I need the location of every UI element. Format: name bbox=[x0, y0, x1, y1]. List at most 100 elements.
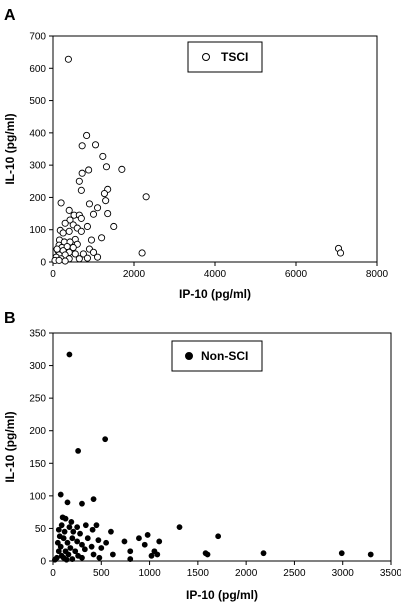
panel-b-x-tick-label-3: 1500 bbox=[187, 568, 210, 579]
panel-b-data-point-3 bbox=[57, 491, 64, 498]
panel-b-x-tick-label-6: 3000 bbox=[332, 568, 355, 579]
panel-a-data-point-15 bbox=[85, 200, 93, 208]
panel-b-data-point-8 bbox=[62, 515, 69, 522]
panel-a-data-point-66 bbox=[336, 249, 345, 257]
panel-a-data-point-62 bbox=[55, 256, 63, 264]
panel-a-data-point-31 bbox=[65, 227, 73, 235]
panel-b-x-tick-label-1: 500 bbox=[93, 568, 110, 579]
panel-b-x-tick-label-0: 0 bbox=[50, 568, 56, 579]
panel-a-data-point-22 bbox=[77, 214, 85, 222]
panel-a-data-point-12 bbox=[100, 190, 108, 198]
panel-b-data-point-34 bbox=[64, 539, 71, 546]
panel-a-data-point-63 bbox=[61, 257, 69, 265]
panel-b-data-point-64 bbox=[96, 554, 103, 561]
panel-a-data-point-13 bbox=[142, 193, 150, 201]
panel-b-data-point-58 bbox=[148, 552, 155, 559]
panel-a-y-axis-label: IL-10 (pg/ml) bbox=[3, 113, 17, 184]
panel-a-data-point-9 bbox=[75, 177, 83, 185]
panel-a-data-point-54 bbox=[138, 249, 146, 257]
panel-b-data-point-19 bbox=[77, 530, 83, 537]
panel-a-data-point-28 bbox=[83, 222, 91, 231]
panel-a-data-point-23 bbox=[66, 216, 74, 224]
panel-a-data-point-0 bbox=[64, 55, 72, 63]
panel-a-data-point-59 bbox=[75, 255, 83, 263]
panel-b-y-tick-label-7: 350 bbox=[29, 329, 46, 340]
panel-b-data-point-50 bbox=[260, 550, 267, 557]
panel-a-y-tick-label-7: 700 bbox=[29, 32, 46, 43]
panel-b-data-point-25 bbox=[121, 538, 128, 545]
panel-b-data-point-2 bbox=[75, 448, 82, 454]
panel-a-y-tick-label-2: 200 bbox=[29, 193, 46, 204]
panel-b-data-point-13 bbox=[82, 522, 89, 529]
panel-b-data-point-6 bbox=[79, 500, 85, 507]
panel-a-x-tick-label-4: 8000 bbox=[366, 269, 389, 280]
panel-b-ticks: 0 500 1000 1500 2000 2500 3000 3500 0 50 100 150 200… bbox=[29, 329, 401, 580]
panel-b-x-tick-label-2: 1000 bbox=[138, 568, 161, 579]
panel-a-data-point-44 bbox=[69, 243, 77, 252]
panel-a-data-point-25 bbox=[61, 219, 69, 227]
panel-b-data-point-4 bbox=[90, 496, 97, 503]
panel-b-data-point-10 bbox=[58, 522, 65, 529]
panel-b-x-tick-label-4: 2000 bbox=[235, 568, 258, 579]
panel-a-data-point-52 bbox=[71, 250, 79, 258]
panel-a-data-point-27 bbox=[110, 222, 118, 231]
panel-a-data-point-1 bbox=[83, 131, 91, 139]
panel-b-data-point-63 bbox=[79, 554, 85, 561]
panel-a-data-point-17 bbox=[94, 204, 102, 212]
panel-b-data-point-0 bbox=[66, 351, 73, 358]
panel-b-legend-marker bbox=[185, 352, 193, 360]
panel-b-data-point-46 bbox=[127, 548, 134, 555]
panel-a-data-point-60 bbox=[83, 254, 91, 262]
panel-b-data-point-41 bbox=[141, 541, 148, 548]
panel-a-data-point-3 bbox=[78, 142, 86, 150]
panel-b-data-point-33 bbox=[54, 539, 61, 546]
panel-b-legend-label: Non-SCI bbox=[201, 349, 248, 363]
panel-b-data-point-15 bbox=[176, 524, 183, 531]
panel-b-data-point-62 bbox=[69, 556, 76, 562]
panel-b: B 0 500 1000 1500 2000 2500 3000 3500 0 50 100 150 2… bbox=[3, 310, 401, 602]
panel-b-x-tick-label-5: 2500 bbox=[283, 568, 306, 579]
panel-b-data-point-59 bbox=[154, 551, 161, 558]
panel-a-letter: A bbox=[4, 7, 16, 24]
panel-a-data-point-49 bbox=[89, 248, 98, 256]
panel-a-x-tick-label-2: 4000 bbox=[204, 269, 227, 280]
panel-b-data-point-17 bbox=[61, 528, 68, 535]
panel-b-y-tick-label-4: 200 bbox=[29, 426, 46, 437]
panel-b-data-point-20 bbox=[89, 526, 96, 533]
panel-a-data-point-7 bbox=[118, 165, 126, 173]
panel-b-data-point-38 bbox=[67, 545, 74, 551]
panel-a-x-tick-label-3: 6000 bbox=[285, 269, 308, 280]
panel-a-legend-marker bbox=[202, 53, 210, 61]
panel-b-y-axis-label: IL-10 (pg/ml) bbox=[3, 411, 17, 482]
panel-b-data-point-32 bbox=[156, 538, 163, 545]
panel-b-data-point-66 bbox=[52, 556, 58, 563]
panel-a-legend-box bbox=[187, 41, 263, 73]
panel-b-y-tick-label-6: 300 bbox=[29, 361, 46, 372]
panel-a-data-point-35 bbox=[87, 236, 96, 244]
panel-b-y-tick-label-2: 100 bbox=[29, 491, 46, 502]
panel-a-y-tick-label-6: 600 bbox=[29, 64, 46, 75]
panel-a-y-tick-label-1: 100 bbox=[29, 225, 46, 236]
panel-b-data-point-12 bbox=[74, 524, 81, 531]
panel-a-y-tick-label-0: 0 bbox=[40, 258, 46, 269]
panel-a-data-point-6 bbox=[85, 166, 93, 174]
panel-a-data-point-11 bbox=[77, 186, 85, 194]
panel-a-data-point-34 bbox=[98, 234, 106, 242]
panel-b-data-point-52 bbox=[367, 551, 374, 558]
panel-a-data-point-16 bbox=[57, 199, 65, 207]
panel-b-points bbox=[52, 351, 374, 563]
panel-a-data-point-53 bbox=[79, 250, 87, 258]
panel-b-data-point-27 bbox=[60, 535, 67, 542]
panel-a-data-point-18 bbox=[65, 206, 73, 214]
panel-b-data-point-21 bbox=[108, 528, 114, 535]
panel-b-data-point-11 bbox=[66, 524, 73, 531]
panel-b-data-point-5 bbox=[64, 499, 71, 506]
panel-a-y-tick-label-4: 400 bbox=[29, 128, 46, 139]
panel-a-legend-label: TSCI bbox=[221, 50, 248, 64]
panel-a-ticks: 0 2000 4000 6000 8000 0 100 200 300 400 500 600 700 bbox=[29, 32, 388, 281]
panel-a-y-tick-label-5: 500 bbox=[29, 96, 46, 107]
panel-b-data-point-29 bbox=[74, 538, 81, 545]
panel-b-letter: B bbox=[4, 310, 16, 327]
panel-b-data-point-24 bbox=[136, 535, 142, 542]
